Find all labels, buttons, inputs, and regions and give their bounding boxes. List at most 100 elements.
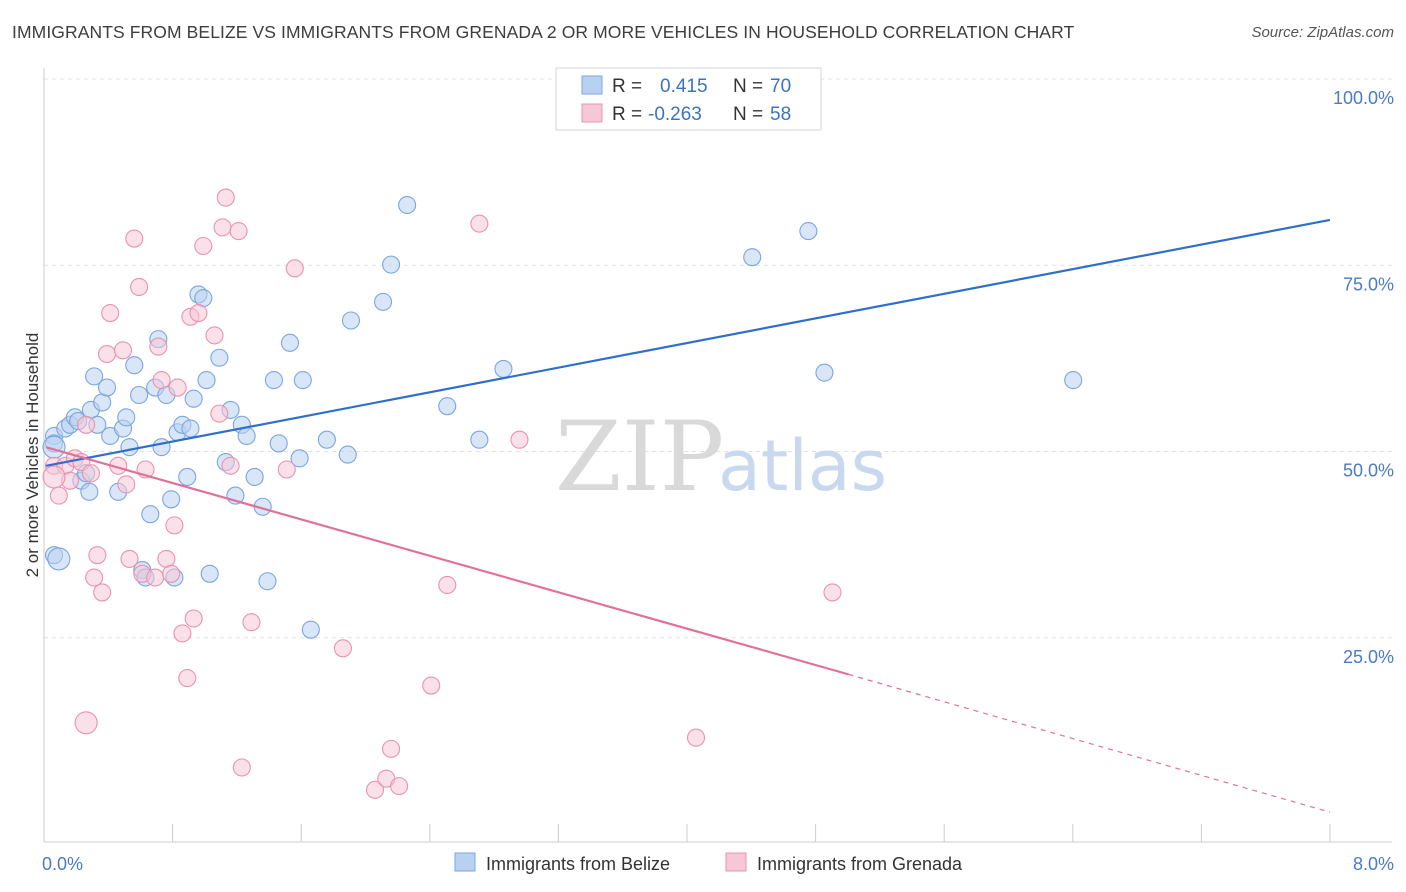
- data-point: [382, 255, 401, 274]
- data-point: [317, 430, 336, 449]
- data-point: [93, 583, 112, 602]
- data-point: [221, 456, 240, 475]
- data-point: [200, 564, 219, 583]
- x-tick-labels: 0.0% 8.0%: [42, 854, 1394, 874]
- data-point: [290, 449, 309, 468]
- data-point: [438, 397, 457, 416]
- data-point: [49, 486, 68, 505]
- data-point: [237, 426, 256, 446]
- data-point: [390, 777, 409, 796]
- data-point: [510, 430, 529, 449]
- data-point: [181, 419, 200, 438]
- y-tick-label: 25.0%: [1343, 647, 1394, 667]
- data-point: [422, 676, 441, 695]
- bottom-legend-label-belize: Immigrants from Belize: [486, 854, 670, 874]
- data-point: [341, 311, 361, 330]
- data-point: [365, 780, 385, 799]
- y-tick-label: 50.0%: [1343, 461, 1394, 481]
- data-point: [197, 371, 216, 390]
- trend-line-1: [45, 446, 849, 676]
- data-point: [815, 363, 834, 382]
- data-point: [168, 378, 187, 397]
- grid: [44, 78, 1392, 639]
- data-point: [97, 344, 117, 364]
- stats-legend: R = 0.415 N = 70 R = -0.263 N = 58: [555, 67, 822, 131]
- data-point: [165, 516, 184, 535]
- data-point: [743, 248, 762, 267]
- data-point: [280, 333, 300, 352]
- data-point: [333, 639, 352, 658]
- data-point: [398, 195, 417, 215]
- source-label: Source: ZipAtlas.com: [1251, 24, 1394, 41]
- data-point: [229, 222, 248, 241]
- data-point: [823, 583, 842, 602]
- data-point: [146, 568, 165, 587]
- data-point: [162, 490, 181, 509]
- data-point: [74, 711, 98, 735]
- y-tick-labels: 25.0% 50.0% 75.0% 100.0%: [1333, 88, 1394, 667]
- data-point: [285, 259, 304, 278]
- y-tick-label: 100.0%: [1333, 88, 1394, 108]
- data-point: [277, 460, 296, 479]
- data-point: [81, 464, 100, 483]
- data-point: [232, 758, 251, 777]
- data-point: [194, 236, 213, 256]
- data-point: [152, 371, 171, 390]
- series-grenada-points: [42, 188, 842, 799]
- data-point: [77, 415, 96, 434]
- data-point: [686, 728, 706, 747]
- legend-r-label-belize: R =: [612, 76, 642, 97]
- legend-r-value-belize: 0.415: [660, 76, 708, 97]
- data-point: [338, 445, 357, 464]
- data-point: [141, 505, 160, 524]
- y-axis-label: 2 or more Vehicles in Household: [23, 333, 42, 578]
- data-point: [1064, 371, 1083, 390]
- data-point: [85, 568, 104, 587]
- data-point: [47, 547, 71, 571]
- series-belize-points: [42, 195, 1083, 639]
- data-point: [264, 371, 283, 390]
- bottom-legend-swatch-grenada: [725, 852, 747, 872]
- data-point: [173, 624, 192, 643]
- trend-line-dashed-1: [848, 673, 1331, 813]
- data-point: [245, 467, 264, 487]
- data-point: [205, 326, 224, 345]
- data-point: [242, 613, 261, 632]
- watermark-atlas: atlas: [718, 425, 887, 507]
- series-legend: Immigrants from Belize Immigrants from G…: [454, 852, 963, 874]
- data-point: [85, 367, 104, 386]
- data-point: [80, 482, 99, 501]
- data-point: [162, 564, 181, 583]
- data-point: [149, 337, 168, 356]
- trend-lines: [45, 218, 1331, 813]
- data-point: [88, 546, 107, 565]
- data-point: [184, 609, 203, 628]
- data-point: [152, 438, 171, 457]
- data-point: [125, 229, 144, 248]
- chart-title: IMMIGRANTS FROM BELIZE VS IMMIGRANTS FRO…: [12, 22, 1075, 42]
- data-point: [301, 620, 320, 639]
- data-point: [216, 188, 235, 207]
- data-point: [373, 292, 393, 311]
- data-point: [130, 277, 149, 297]
- data-point: [189, 303, 208, 323]
- data-point: [117, 475, 136, 494]
- data-point: [293, 371, 312, 390]
- axes: [43, 68, 1392, 843]
- data-point: [113, 341, 133, 360]
- data-point: [210, 404, 229, 423]
- data-point: [120, 438, 139, 457]
- data-point: [178, 467, 197, 487]
- x-tick-label: 8.0%: [1353, 854, 1394, 874]
- data-point: [125, 356, 144, 375]
- data-point: [120, 549, 139, 568]
- data-point: [42, 465, 66, 489]
- data-point: [438, 575, 457, 595]
- data-point: [97, 378, 117, 397]
- data-point: [494, 359, 513, 378]
- legend-n-label-belize: N =: [733, 76, 763, 97]
- legend-r-value-grenada: -0.263: [648, 104, 702, 125]
- watermark-zip: ZIP: [555, 401, 724, 513]
- data-point: [210, 348, 229, 367]
- data-point: [470, 430, 489, 449]
